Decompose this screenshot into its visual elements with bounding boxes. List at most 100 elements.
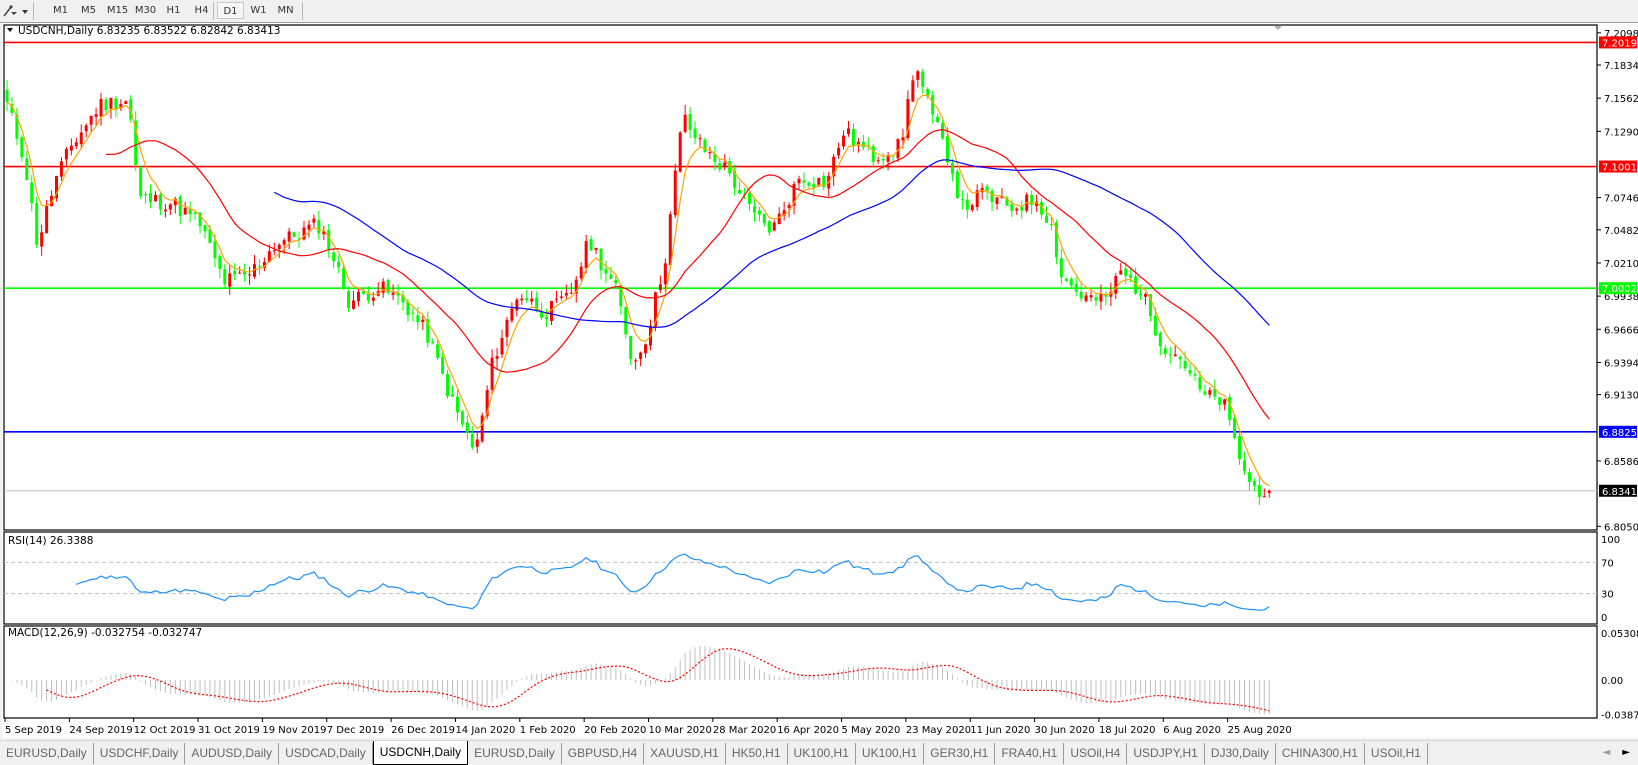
chart-canvas[interactable]: USDCNH,Daily 6.83235 6.83522 6.82842 6.8… bbox=[2, 23, 1638, 738]
chart-tab-bar: EURUSD,Daily USDCHF,Daily AUDUSD,Daily USDC… bbox=[0, 740, 1638, 765]
candle-body bbox=[713, 153, 717, 162]
candle bbox=[748, 192, 751, 211]
candle bbox=[203, 224, 207, 239]
candle bbox=[1094, 292, 1098, 306]
chart-tab[interactable]: GER30,H1 bbox=[924, 743, 996, 764]
candle bbox=[1099, 284, 1103, 310]
date-axis-label: 10 Mar 2020 bbox=[649, 725, 712, 736]
candle-body bbox=[594, 247, 598, 251]
date-axis-label: 7 Dec 2019 bbox=[327, 725, 385, 736]
candle-body bbox=[792, 183, 796, 206]
price-axis-label: 7.12900 bbox=[1604, 127, 1638, 138]
candle-body bbox=[842, 135, 846, 147]
chart-tab[interactable]: AUDUSD,Daily bbox=[185, 743, 280, 764]
candle bbox=[1104, 291, 1108, 306]
moving-average-slow bbox=[274, 159, 1270, 328]
date-axis-label: 18 Jul 2020 bbox=[1099, 725, 1156, 736]
candle-body bbox=[327, 229, 331, 251]
timeframe-m30-button[interactable]: M30 bbox=[134, 5, 157, 16]
candle-body bbox=[228, 273, 232, 287]
chart-menu-arrow-icon[interactable] bbox=[7, 28, 13, 32]
chart-tab[interactable]: CHINA300,H1 bbox=[1276, 743, 1365, 764]
candle-body bbox=[817, 178, 821, 186]
candle bbox=[15, 108, 19, 145]
candle bbox=[347, 286, 351, 312]
timeframe-w1-button[interactable]: W1 bbox=[250, 5, 267, 16]
candle-body bbox=[1247, 472, 1251, 482]
candle bbox=[50, 190, 54, 207]
candle bbox=[757, 206, 761, 222]
chart-tab[interactable]: USDCNH,Daily bbox=[372, 741, 469, 765]
level-price-label: 7.10011 bbox=[1602, 163, 1638, 174]
chart-tab[interactable]: HK50,H1 bbox=[726, 743, 788, 764]
candle bbox=[574, 276, 578, 303]
chart-tab[interactable]: USDCHF,Daily bbox=[94, 743, 186, 764]
timeframe-m15-button[interactable]: M15 bbox=[106, 5, 129, 16]
candle-body bbox=[208, 229, 212, 243]
macd-axis-label: 0.053082 bbox=[1601, 629, 1638, 640]
chart-tab[interactable]: USOil,H1 bbox=[1365, 743, 1428, 764]
candle bbox=[386, 278, 390, 295]
candle-body bbox=[693, 128, 697, 139]
timeframe-m1-button[interactable]: M1 bbox=[53, 5, 68, 16]
candles bbox=[5, 68, 1271, 506]
candle bbox=[851, 123, 855, 153]
chart-tab[interactable]: XAUUSD,H1 bbox=[644, 743, 726, 764]
candle bbox=[1267, 489, 1271, 498]
timeframe-mn-button[interactable]: MN bbox=[277, 5, 294, 16]
scroll-left-icon[interactable]: ◄ bbox=[1602, 747, 1611, 758]
chart-tab[interactable]: GBPUSD,H4 bbox=[562, 743, 645, 764]
chart-tab[interactable]: UK100,H1 bbox=[856, 743, 925, 764]
timeframe-h1-button[interactable]: H1 bbox=[166, 5, 181, 16]
candle bbox=[594, 247, 598, 255]
chart-tab[interactable]: DJ30,Daily bbox=[1205, 743, 1276, 764]
chart-tab[interactable]: FRA40,H1 bbox=[995, 743, 1065, 764]
candle-body bbox=[119, 104, 123, 109]
chart-shift-marker-icon[interactable] bbox=[1274, 26, 1282, 30]
candle-body bbox=[35, 203, 39, 245]
candle-body bbox=[1173, 354, 1177, 357]
candle bbox=[663, 258, 667, 293]
line-tool-icon[interactable] bbox=[2, 3, 32, 19]
chart-tab[interactable]: UK100,H1 bbox=[788, 743, 856, 764]
candle bbox=[802, 172, 806, 189]
candle bbox=[446, 370, 450, 399]
candle-body bbox=[579, 266, 583, 279]
candle-body bbox=[653, 292, 657, 329]
chart-tab[interactable]: USDJPY,H1 bbox=[1127, 743, 1205, 764]
candle bbox=[79, 124, 83, 150]
candle-body bbox=[386, 280, 390, 293]
candle-body bbox=[89, 115, 93, 125]
timeframe-h4-button[interactable]: H4 bbox=[194, 5, 209, 16]
candle-body bbox=[470, 434, 474, 448]
candle-body bbox=[1213, 388, 1217, 397]
candle-body bbox=[1089, 295, 1093, 298]
chart-tab[interactable]: USOil,H4 bbox=[1064, 743, 1128, 764]
timeframe-m5-button[interactable]: M5 bbox=[81, 5, 96, 16]
chart-tab[interactable]: EURUSD,Daily bbox=[468, 743, 562, 764]
candle bbox=[149, 184, 153, 209]
candle-body bbox=[451, 394, 454, 397]
candle-body bbox=[718, 163, 722, 170]
candle-body bbox=[916, 71, 920, 80]
timeframe-d1-button[interactable]: D1 bbox=[217, 2, 244, 19]
candle-body bbox=[995, 197, 999, 205]
chart-window[interactable]: USDCNH,Daily 6.83235 6.83522 6.82842 6.8… bbox=[2, 23, 1638, 738]
candle bbox=[317, 210, 321, 240]
chart-tab[interactable]: EURUSD,Daily bbox=[0, 743, 94, 764]
candle-body bbox=[658, 284, 662, 291]
candle bbox=[559, 290, 563, 301]
candle-body bbox=[233, 271, 237, 275]
scroll-right-icon[interactable]: ► bbox=[1622, 747, 1630, 758]
candle-body bbox=[782, 210, 786, 216]
candle-body bbox=[728, 161, 732, 174]
candle-body bbox=[1267, 490, 1271, 493]
candle bbox=[104, 97, 108, 115]
candle bbox=[144, 191, 148, 204]
candle bbox=[639, 351, 643, 367]
candle-body bbox=[431, 341, 435, 344]
candle-body bbox=[906, 99, 910, 138]
chart-tab[interactable]: USDCAD,Daily bbox=[279, 743, 373, 764]
candle-body bbox=[1223, 399, 1227, 405]
candle bbox=[837, 142, 841, 160]
